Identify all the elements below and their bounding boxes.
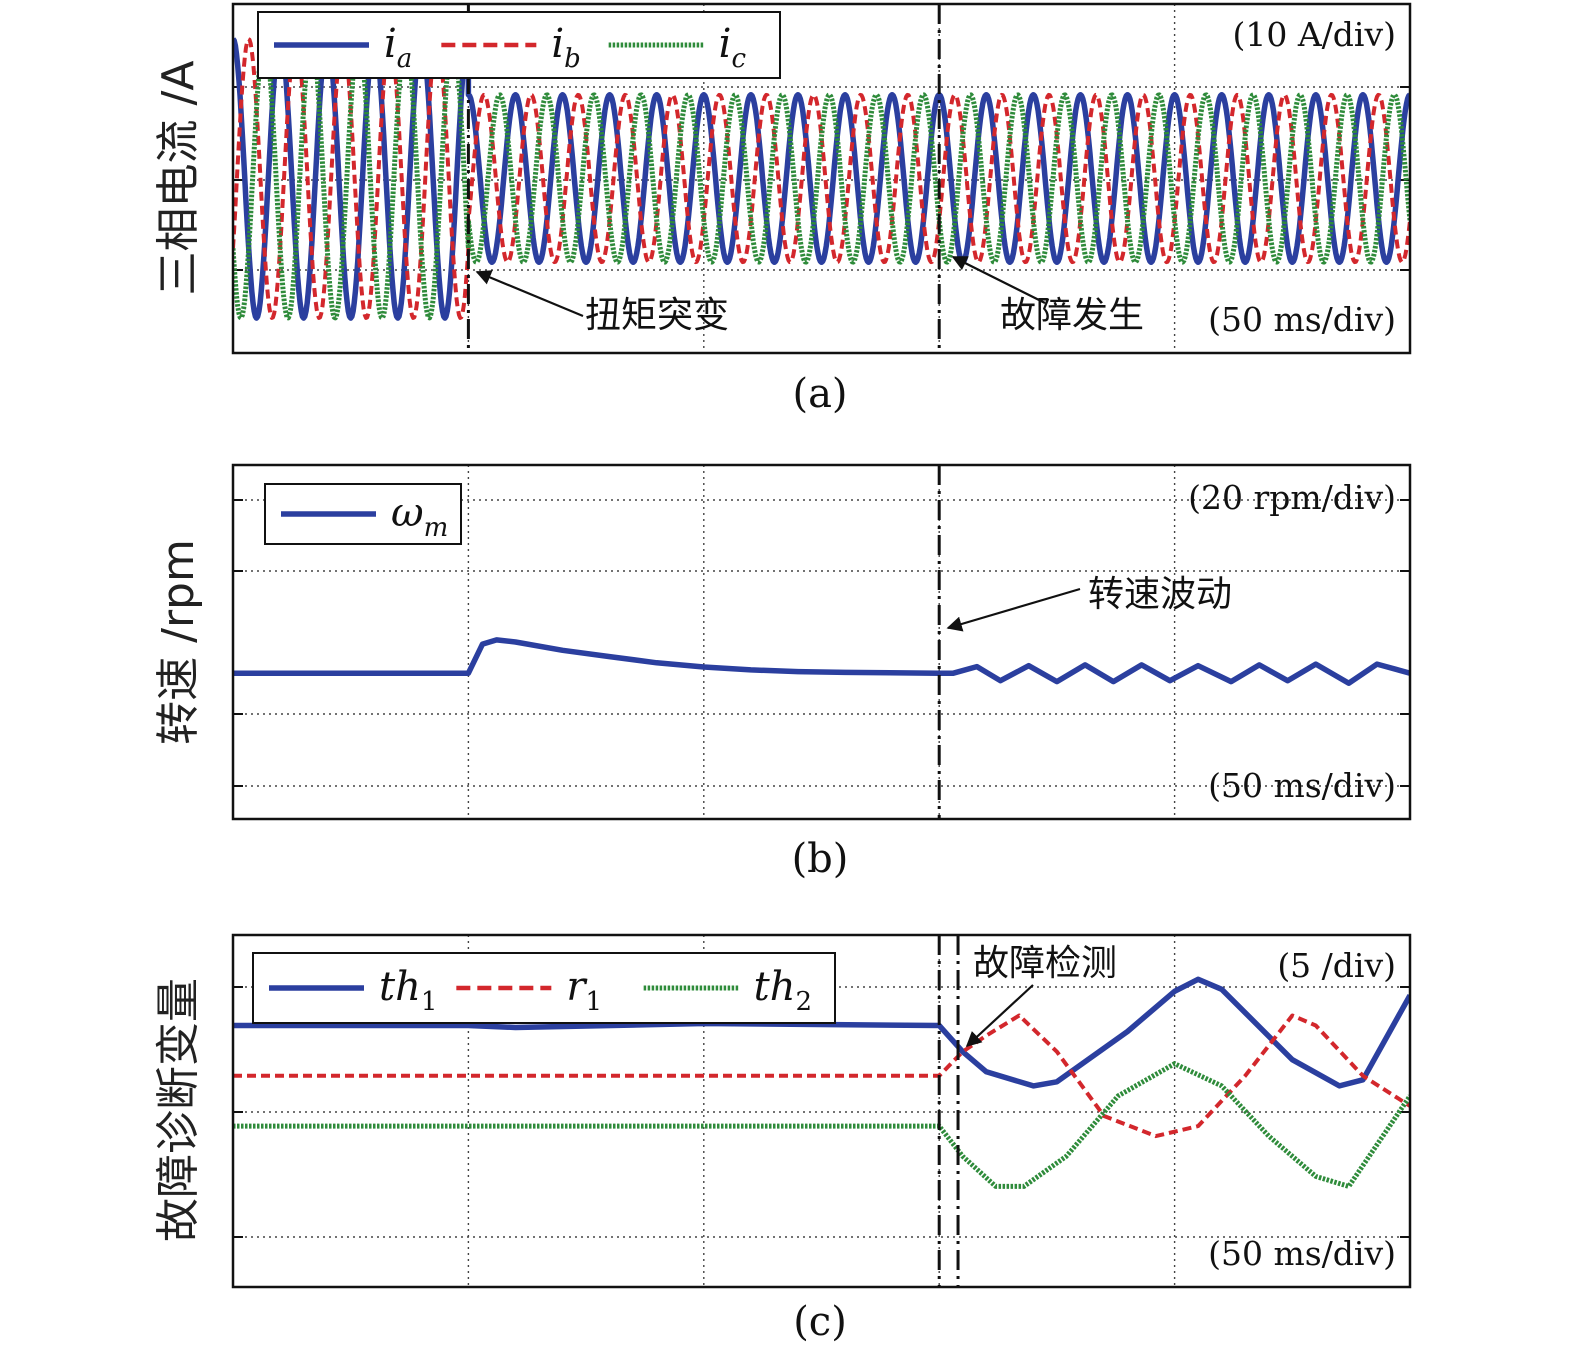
- panel-1: ωm (20 rpm/div) (50 ms/div) 转速 /rpm (b) 转速波动: [153, 463, 1412, 882]
- legend-label: th1: [379, 964, 437, 1017]
- annotation: 转速波动: [1088, 574, 1232, 615]
- x-scale-text: (50 ms/div): [1208, 766, 1396, 805]
- plot-frame: [231, 2, 1412, 355]
- y-axis-label: 转速 /rpm: [153, 539, 204, 745]
- annotation: 故障检测: [973, 943, 1117, 984]
- legend-label: th2: [754, 964, 812, 1017]
- legend-subscript: 1: [585, 987, 602, 1017]
- series-th-2: [233, 1061, 1410, 1189]
- y-scale-text: (5 /div): [1277, 946, 1396, 985]
- panel-0: ia ib ic (10 A/div) (50 ms/div) 三相电流 /A (a) 扭矩突…: [153, 2, 1412, 417]
- legend: ia ib ic: [257, 11, 781, 79]
- legend-subscript: 2: [796, 987, 813, 1017]
- y-axis-label: 故障诊断变量: [153, 978, 204, 1242]
- legend-subscript: c: [731, 44, 746, 74]
- y-scale-text: (10 A/div): [1232, 15, 1396, 54]
- panel-2: th1 r1 th2(5 /div)(50 ms/div)故障诊断变量(c)故障检测: [153, 933, 1412, 1345]
- panel-caption: (a): [792, 371, 847, 417]
- panel-caption: (b): [792, 836, 849, 882]
- y-scale-text: (20 rpm/div): [1188, 478, 1396, 517]
- series-i-c: [233, 36, 1410, 321]
- legend-subscript: b: [564, 44, 581, 74]
- annotation-arrow: [951, 256, 1046, 304]
- annotation: 扭矩突变: [585, 295, 729, 336]
- legend-subscript: 1: [421, 987, 438, 1017]
- annotation-arrow: [965, 984, 1034, 1048]
- annotation: 故障发生: [1000, 295, 1144, 336]
- panel-caption: (c): [793, 1299, 847, 1345]
- legend: th1 r1 th2: [252, 952, 836, 1024]
- series-ω-m: [233, 637, 1410, 686]
- plot-frame: [231, 463, 1412, 821]
- series-th-1: [233, 976, 1410, 1089]
- x-scale-text: (50 ms/div): [1208, 1234, 1396, 1273]
- series-r-1: [233, 1013, 1410, 1139]
- annotation-arrow: [475, 270, 584, 318]
- annotation-arrow: [946, 587, 1081, 632]
- legend-subscript: m: [424, 513, 449, 543]
- legend-subscript: a: [397, 44, 413, 74]
- legend: ωm: [264, 483, 462, 545]
- x-scale-text: (50 ms/div): [1208, 300, 1396, 339]
- plot-frame: [231, 933, 1412, 1289]
- y-axis-label: 三相电流 /A: [153, 61, 204, 296]
